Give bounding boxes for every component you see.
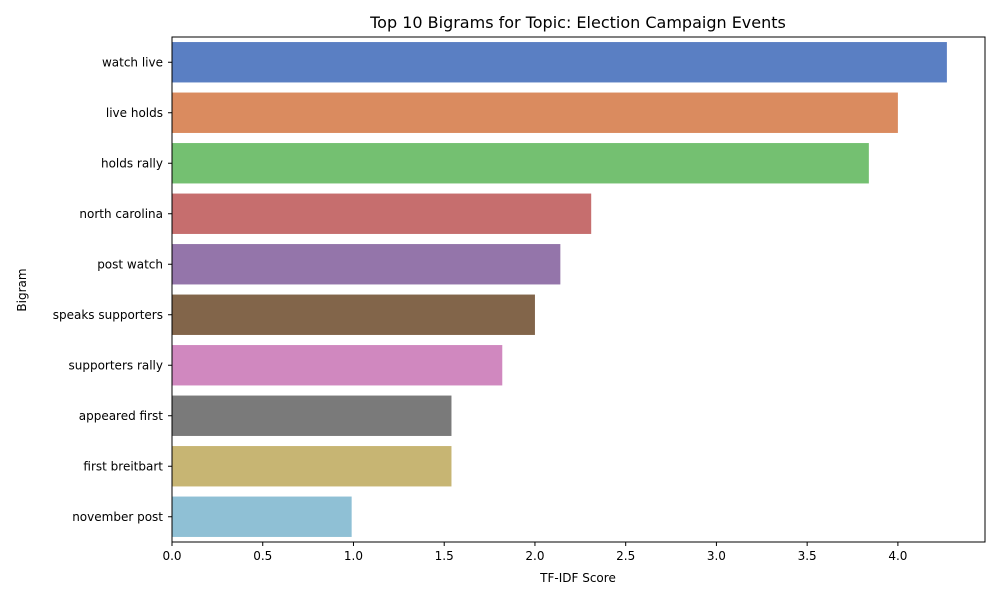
- plot-frame: [171, 36, 986, 543]
- y-axis-label: Bigram: [15, 268, 29, 311]
- y-tick-label: supporters rally: [68, 358, 163, 372]
- bar-supporters-rally: [172, 345, 503, 386]
- y-tick-label: november post: [72, 510, 163, 524]
- y-tick-label: first breitbart: [83, 459, 163, 473]
- x-axis-label: TF-IDF Score: [539, 571, 616, 585]
- x-tick-label: 1.0: [344, 549, 363, 563]
- x-tick-label: 3.0: [707, 549, 726, 563]
- chart-title: Top 10 Bigrams for Topic: Election Campa…: [369, 13, 786, 32]
- x-tick-label: 1.5: [435, 549, 454, 563]
- x-tick-label: 2.5: [616, 549, 635, 563]
- y-tick-label: appeared first: [79, 409, 164, 423]
- y-tick-label: north carolina: [79, 207, 163, 221]
- x-tick-label: 4.0: [888, 549, 907, 563]
- y-tick-label: watch live: [102, 55, 163, 69]
- x-tick-labels: 0.0 0.5 1.0 1.5 2.0 2.5 3.0 3.5 4.0: [162, 542, 907, 563]
- bar-first-breitbart: [172, 446, 452, 487]
- bar-appeared-first: [172, 395, 452, 436]
- x-tick-label: 0.0: [162, 549, 181, 563]
- bar-live-holds: [172, 92, 898, 133]
- bars: [172, 42, 947, 537]
- x-tick-label: 3.5: [798, 549, 817, 563]
- bar-post-watch: [172, 244, 561, 285]
- y-tick-label: post watch: [97, 257, 163, 271]
- bar-north-carolina: [172, 193, 592, 234]
- bar-holds-rally: [172, 143, 869, 184]
- bar-speaks-supporters: [172, 294, 535, 335]
- y-tick-label: live holds: [106, 106, 163, 120]
- bar-november-post: [172, 496, 352, 537]
- bar-watch-live: [172, 42, 947, 83]
- y-tick-labels: watch live live holds holds rally north car…: [53, 55, 172, 524]
- y-tick-label: holds rally: [101, 156, 163, 170]
- x-tick-label: 2.0: [525, 549, 544, 563]
- x-tick-label: 0.5: [253, 549, 272, 563]
- y-tick-label: speaks supporters: [53, 308, 163, 322]
